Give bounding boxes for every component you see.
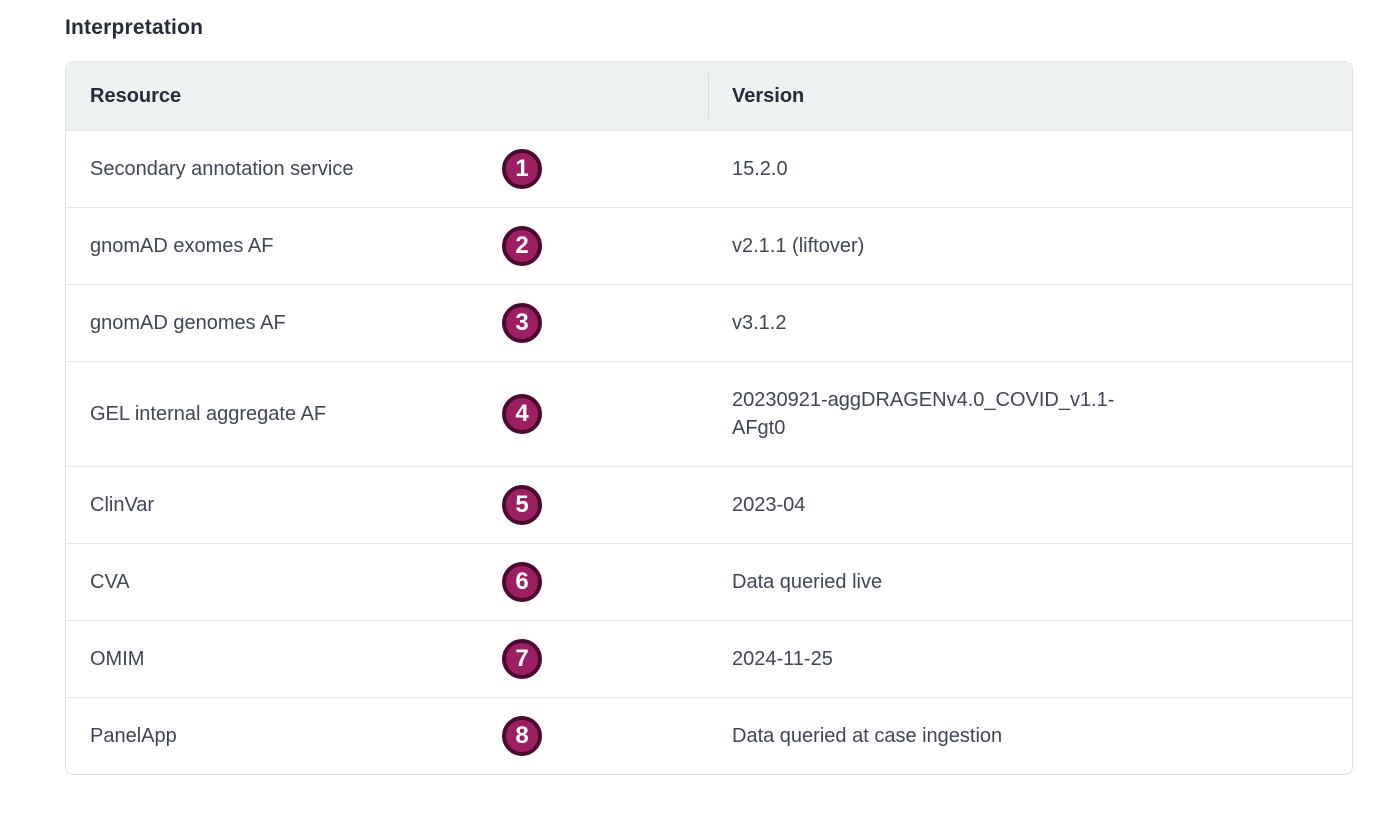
table-header-row: Resource Version — [66, 62, 1352, 130]
resource-cell: gnomAD genomes AF 3 — [66, 285, 708, 361]
resource-label: gnomAD exomes AF — [90, 235, 274, 257]
table-row: CVA 6 Data queried live — [66, 543, 1352, 620]
page: Interpretation Resource Version Secondar… — [65, 16, 1353, 775]
callout-badge-4: 4 — [502, 394, 542, 434]
resource-label: OMIM — [90, 648, 145, 670]
version-cell: Data queried live — [708, 544, 1352, 620]
callout-badge-number: 2 — [515, 232, 529, 259]
callout-badge-3: 3 — [502, 303, 542, 343]
callout-badge-number: 7 — [515, 645, 529, 672]
version-value: 2024-11-25 — [732, 648, 833, 670]
resource-cell: GEL internal aggregate AF 4 — [66, 362, 708, 466]
column-header-resource: Resource — [90, 85, 182, 107]
interpretation-resource-table: Resource Version Secondary annotation se… — [65, 61, 1353, 775]
resource-cell: PanelApp 8 — [66, 698, 708, 774]
version-cell: Data queried at case ingestion — [708, 698, 1352, 774]
table-row: gnomAD exomes AF 2 v2.1.1 (liftover) — [66, 207, 1352, 284]
callout-badge-7: 7 — [502, 639, 542, 679]
version-cell: 20230921-aggDRAGENv4.0_COVID_v1.1-AFgt0 — [708, 362, 1352, 466]
callout-badge-number: 3 — [515, 309, 529, 336]
resource-label: gnomAD genomes AF — [90, 312, 286, 334]
resource-label: Secondary annotation service — [90, 158, 354, 180]
resource-label: PanelApp — [90, 725, 177, 747]
version-value: v3.1.2 — [732, 312, 787, 334]
version-value: v2.1.1 (liftover) — [732, 235, 865, 257]
callout-badge-number: 6 — [515, 568, 529, 595]
resource-cell: CVA 6 — [66, 544, 708, 620]
version-cell: 15.2.0 — [708, 131, 1352, 207]
version-value: 20230921-aggDRAGENv4.0_COVID_v1.1-AFgt0 — [732, 389, 1115, 439]
page-title: Interpretation — [65, 16, 204, 39]
column-header-version: Version — [708, 62, 1352, 130]
callout-badge-6: 6 — [502, 562, 542, 602]
callout-badge-8: 8 — [502, 716, 542, 756]
callout-badge-number: 5 — [515, 491, 529, 518]
table-row: OMIM 7 2024-11-25 — [66, 620, 1352, 697]
version-cell: v2.1.1 (liftover) — [708, 208, 1352, 284]
version-value: Data queried live — [732, 571, 883, 593]
version-cell: 2024-11-25 — [708, 621, 1352, 697]
table-row: gnomAD genomes AF 3 v3.1.2 — [66, 284, 1352, 361]
resource-cell: ClinVar 5 — [66, 467, 708, 543]
resource-cell: OMIM 7 — [66, 621, 708, 697]
callout-badge-number: 1 — [515, 155, 529, 182]
version-value: 2023-04 — [732, 494, 806, 516]
version-cell: v3.1.2 — [708, 285, 1352, 361]
version-value: 15.2.0 — [732, 158, 788, 180]
resource-label: GEL internal aggregate AF — [90, 403, 327, 425]
table-row: GEL internal aggregate AF 4 20230921-agg… — [66, 361, 1352, 466]
callout-badge-number: 4 — [515, 400, 529, 427]
callout-badge-5: 5 — [502, 485, 542, 525]
callout-badge-1: 1 — [502, 149, 542, 189]
resource-label: CVA — [90, 571, 130, 593]
table-row: PanelApp 8 Data queried at case ingestio… — [66, 697, 1352, 774]
table-row: ClinVar 5 2023-04 — [66, 466, 1352, 543]
callout-badge-2: 2 — [502, 226, 542, 266]
version-value: Data queried at case ingestion — [732, 725, 1003, 747]
resource-cell: gnomAD exomes AF 2 — [66, 208, 708, 284]
version-cell: 2023-04 — [708, 467, 1352, 543]
resource-cell: Secondary annotation service 1 — [66, 131, 708, 207]
table-row: Secondary annotation service 1 15.2.0 — [66, 130, 1352, 207]
resource-label: ClinVar — [90, 494, 155, 516]
callout-badge-number: 8 — [515, 722, 529, 749]
